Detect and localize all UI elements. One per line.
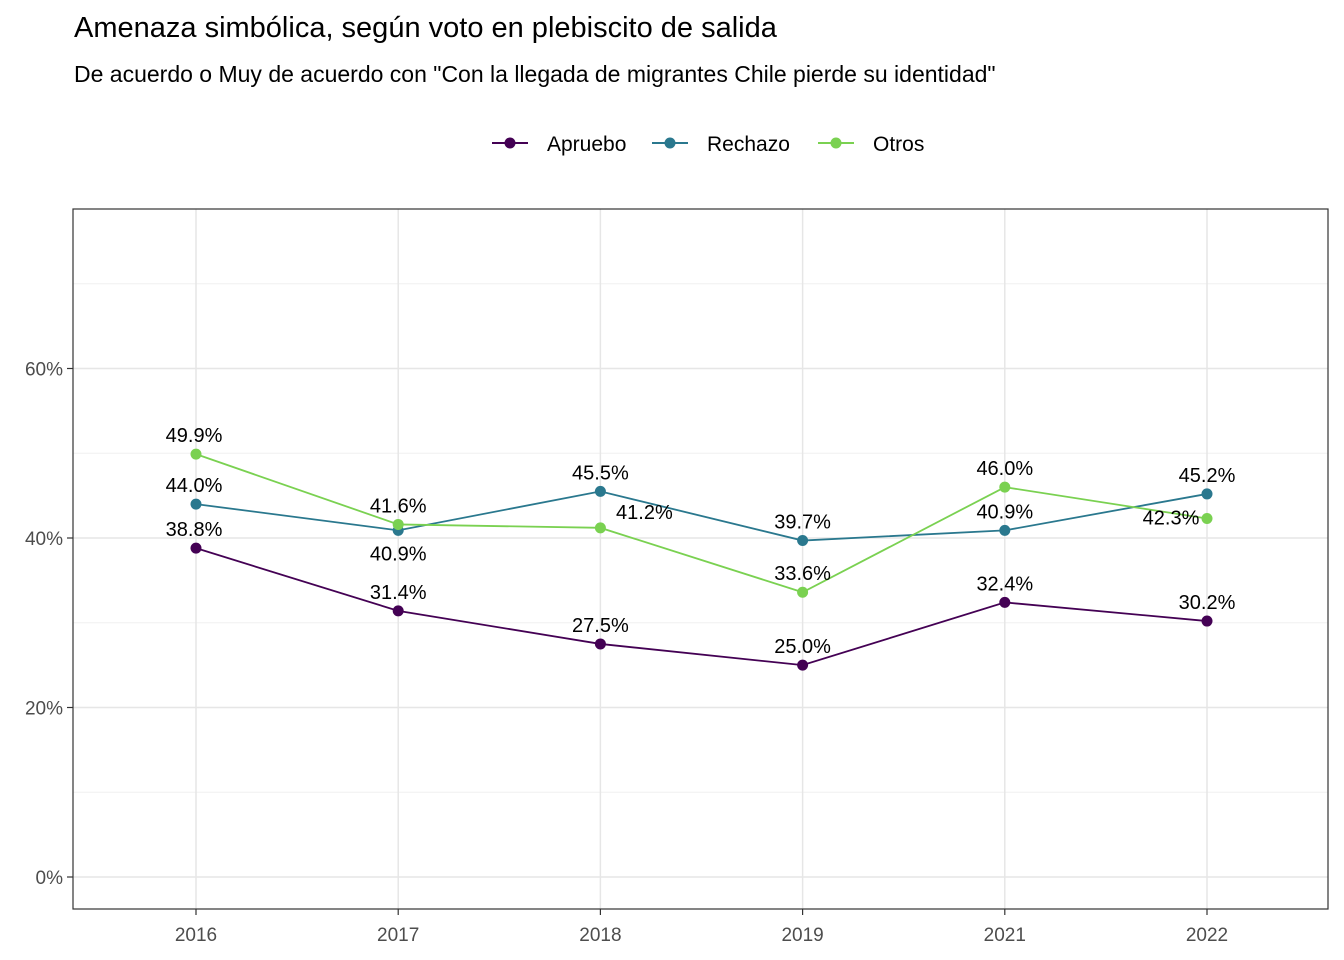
grid-lines (73, 209, 1328, 909)
data-label-apruebo: 27.5% (572, 615, 629, 637)
data-point-otros (797, 586, 809, 598)
data-label-otros: 46.0% (976, 458, 1033, 480)
data-point-apruebo (190, 542, 202, 554)
data-point-rechazo (999, 524, 1011, 536)
legend: Apruebo Rechazo Otros (492, 133, 924, 156)
data-point-apruebo (1201, 615, 1213, 627)
series-line-rechazo (195, 490, 1208, 542)
data-point-rechazo (797, 535, 809, 547)
data-point-rechazo (594, 485, 606, 497)
chart-subtitle: De acuerdo o Muy de acuerdo con "Con la … (74, 61, 996, 87)
chart-title: Amenaza simbólica, según voto en plebisc… (74, 12, 777, 44)
y-tick-label: 60% (25, 360, 63, 381)
legend-label-apruebo: Apruebo (547, 133, 626, 156)
x-tick-label: 2016 (175, 925, 217, 946)
y-tick-label: 20% (25, 699, 63, 720)
series-line-otros (195, 453, 1208, 594)
data-label-otros: 41.6% (370, 495, 427, 517)
data-point-apruebo (594, 638, 606, 650)
data-point-otros (1201, 513, 1213, 525)
legend-key-dot-otros (830, 137, 842, 149)
data-label-apruebo: 25.0% (774, 636, 831, 658)
data-label-apruebo: 30.2% (1179, 592, 1236, 614)
data-point-apruebo (797, 659, 809, 671)
data-point-otros (190, 448, 202, 460)
x-tick-label: 2019 (781, 925, 823, 946)
data-point-otros (392, 518, 404, 530)
data-labels: 38.8% 31.4% 27.5% 25.0% 32.4% 30.2% 44.0% 40.9%… (166, 425, 1236, 658)
data-label-rechazo: 40.9% (370, 543, 427, 565)
legend-item-apruebo: Apruebo (492, 133, 626, 156)
data-label-otros: 41.2% (616, 502, 673, 524)
axes: 0% 20% 40% 60% 2016 2017 2018 2019 2021 2022 (25, 360, 1228, 947)
x-tick-label: 2017 (377, 925, 419, 946)
series-line-apruebo (195, 547, 1208, 667)
legend-key-dot-apruebo (504, 137, 516, 149)
panel-border (72, 208, 1329, 910)
legend-key-dot-rechazo (664, 137, 676, 149)
series-lines (190, 448, 1213, 671)
data-label-apruebo: 32.4% (976, 573, 1033, 595)
data-label-rechazo: 39.7% (774, 512, 831, 534)
x-tick-label: 2021 (984, 925, 1026, 946)
data-point-apruebo (392, 605, 404, 617)
data-label-apruebo: 38.8% (166, 519, 223, 541)
x-tick-label: 2022 (1186, 925, 1228, 946)
legend-item-otros: Otros (818, 133, 924, 156)
data-label-rechazo: 44.0% (166, 475, 223, 497)
data-label-otros: 49.9% (166, 425, 223, 447)
data-label-rechazo: 40.9% (976, 501, 1033, 523)
legend-label-otros: Otros (873, 133, 924, 156)
data-label-rechazo: 45.5% (572, 462, 629, 484)
data-label-rechazo: 45.2% (1179, 465, 1236, 487)
y-tick-label: 0% (36, 868, 64, 889)
data-label-otros: 33.6% (774, 563, 831, 585)
data-point-otros (999, 481, 1011, 493)
legend-label-rechazo: Rechazo (707, 133, 790, 156)
data-point-rechazo (1201, 488, 1213, 500)
data-point-otros (594, 522, 606, 534)
x-tick-label: 2018 (579, 925, 621, 946)
data-point-rechazo (190, 498, 202, 510)
data-label-apruebo: 31.4% (370, 582, 427, 604)
legend-item-rechazo: Rechazo (652, 133, 790, 156)
data-point-apruebo (999, 596, 1011, 608)
y-tick-label: 40% (25, 529, 63, 550)
data-label-otros: 42.3% (1143, 508, 1200, 530)
